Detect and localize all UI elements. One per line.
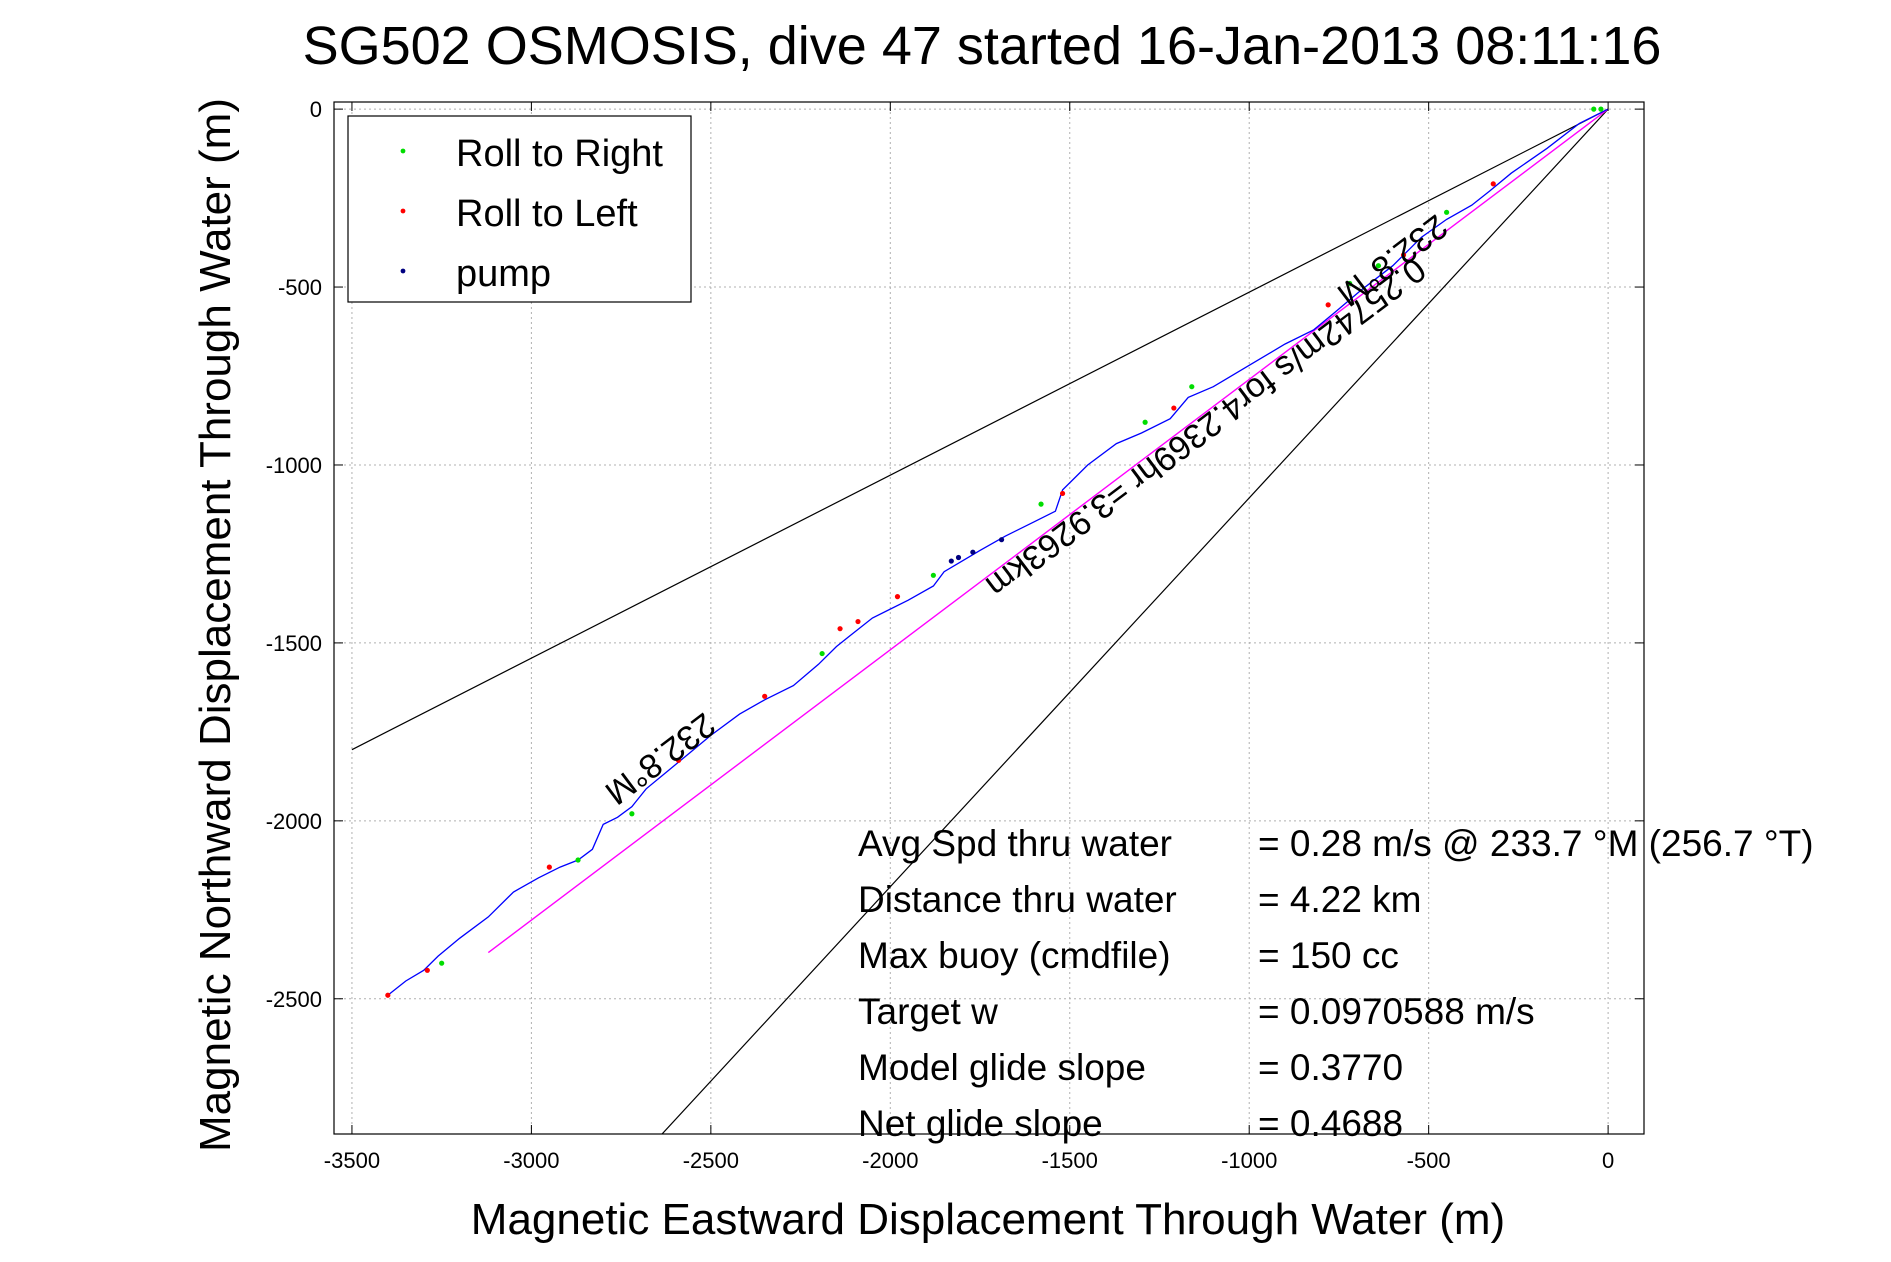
roll-right-point (1444, 209, 1450, 215)
roll-left-point (1400, 252, 1407, 258)
roll-right-point (1038, 501, 1044, 507)
stat-value: = 0.3770 (1258, 1047, 1403, 1088)
legend-marker (400, 148, 406, 154)
x-tick-label: -1500 (1042, 1148, 1098, 1173)
roll-right-point (1142, 419, 1148, 425)
stat-label: Max buoy (cmdfile) (858, 935, 1171, 976)
stats-block: Avg Spd thru water = 0.28 m/s @ 233.7 °M … (858, 823, 1814, 1144)
roll-right-point (439, 960, 445, 966)
roll-right-point (819, 650, 825, 657)
roll-left-point (837, 626, 843, 632)
roll-left-point (675, 757, 682, 763)
legend-label: pump (456, 253, 551, 295)
roll-left-point (385, 992, 391, 998)
stat-value: = 4.22 km (1258, 879, 1422, 920)
stat-label: Avg Spd thru water (858, 823, 1172, 864)
legend-label: Roll to Left (456, 193, 638, 235)
x-tick-label: -2500 (683, 1148, 739, 1173)
grid (334, 102, 1644, 1134)
x-tick-label: -1000 (1221, 1148, 1277, 1173)
stat-value: = 0.4688 (1258, 1103, 1403, 1144)
x-tick-label: -2000 (862, 1148, 918, 1173)
pump-point (955, 554, 962, 561)
roll-right-point (1189, 384, 1195, 390)
roll-right-point (1591, 106, 1597, 112)
y-tick-label: -1500 (266, 631, 322, 656)
y-axis-label: Magnetic Northward Displacement Through … (191, 98, 240, 1152)
legend-entries: Roll to Right Roll to Left pump (400, 133, 663, 295)
roll-left-point (546, 864, 552, 870)
roll-left-point (894, 594, 901, 600)
cone-line (351, 108, 1609, 751)
stat-label: Model glide slope (858, 1047, 1146, 1088)
heading-line (487, 108, 1609, 954)
x-axis-label: Magnetic Eastward Displacement Through W… (471, 1195, 1505, 1244)
legend-label: Roll to Right (456, 133, 663, 175)
cone-line (661, 108, 1609, 1134)
roll-left-point (1171, 405, 1177, 411)
track-group (387, 108, 1609, 996)
x-tick-label: -3500 (324, 1148, 380, 1173)
x-tick-label: -500 (1407, 1148, 1451, 1173)
chart-title: SG502 OSMOSIS, dive 47 started 16-Jan-20… (303, 16, 1662, 76)
pump-point (948, 558, 954, 564)
roll-right-point (575, 857, 581, 863)
y-tick-label: -2500 (266, 987, 322, 1012)
roll-left-point (855, 618, 861, 625)
stat-value: = 0.28 m/s @ 233.7 °M (256.7 °T) (1258, 823, 1814, 864)
track-line (387, 108, 1609, 996)
roll-left-point (1059, 490, 1066, 497)
legend: Roll to Right Roll to Left pump (347, 115, 692, 303)
roll-left-point (424, 967, 430, 973)
y-tick-label: -2000 (266, 809, 322, 834)
plot-area (351, 106, 1609, 1134)
roll-right-point (629, 811, 635, 817)
y-tick-label: 0 (310, 97, 322, 122)
y-tick-label: -1000 (266, 453, 322, 478)
pump-point (970, 549, 976, 555)
stat-label: Target w (858, 991, 998, 1032)
legend-marker (400, 268, 406, 274)
y-tick-label: -500 (278, 275, 322, 300)
ticks: -3500 -3000 -2500 -2000 -1500 -1000 -500 0 0 -500… (266, 97, 1644, 1173)
x-tick-label: 0 (1602, 1148, 1614, 1173)
cone-lines (351, 108, 1609, 1134)
pump-point (998, 537, 1005, 543)
roll-left-point (1325, 302, 1331, 308)
roll-right-point (930, 572, 936, 578)
plot-frame (333, 101, 1645, 1135)
roll-right-point (1347, 280, 1353, 287)
stat-label: Distance thru water (858, 879, 1177, 920)
roll-left-point (1490, 181, 1496, 187)
legend-marker (400, 208, 406, 214)
stat-value: = 0.0970588 m/s (1258, 991, 1535, 1032)
stat-label: Net glide slope (858, 1103, 1103, 1144)
x-tick-label: -3000 (503, 1148, 559, 1173)
roll-right-point (1375, 263, 1382, 269)
heading-line-group (487, 108, 1609, 954)
markers (385, 106, 1604, 998)
roll-right-point (1598, 106, 1604, 112)
stat-value: = 150 cc (1258, 935, 1399, 976)
roll-left-point (762, 693, 768, 699)
